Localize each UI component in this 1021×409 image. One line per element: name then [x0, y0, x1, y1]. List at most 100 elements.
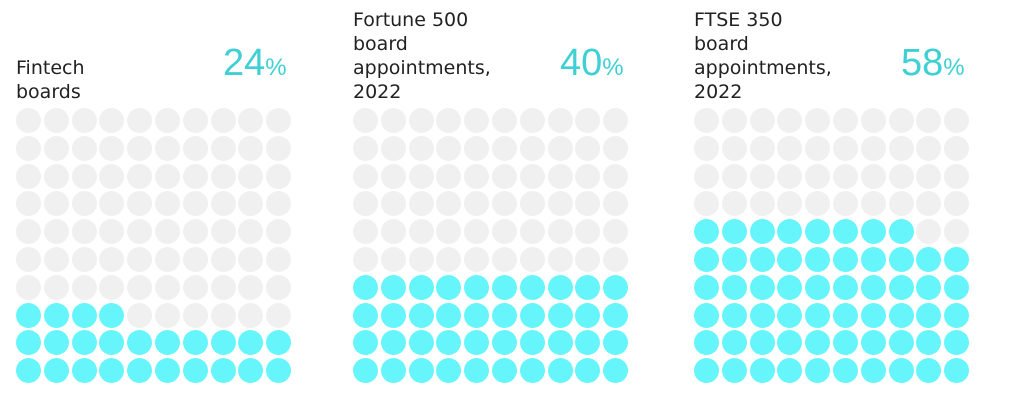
filled-dot [182, 358, 208, 384]
filled-dot [380, 330, 406, 356]
empty-dot [210, 108, 236, 133]
filled-dot [860, 330, 886, 356]
empty-dot [127, 247, 153, 272]
empty-dot [944, 163, 970, 189]
empty-dot [777, 108, 803, 133]
empty-dot [353, 108, 378, 133]
empty-dot [694, 191, 719, 217]
empty-dot [16, 135, 41, 161]
filled-dot [353, 302, 378, 328]
filled-dot [408, 330, 434, 356]
empty-dot [43, 191, 69, 217]
empty-dot [721, 191, 747, 217]
empty-dot [353, 135, 378, 161]
empty-dot [492, 219, 517, 245]
percentage-value: 58% [901, 41, 965, 90]
filled-dot [210, 358, 236, 384]
empty-dot [380, 163, 406, 189]
empty-dot [519, 247, 545, 272]
filled-dot [380, 302, 406, 328]
percentage-unit: % [602, 54, 624, 81]
empty-dot [155, 274, 180, 300]
filled-dot [408, 274, 434, 300]
empty-dot [944, 135, 970, 161]
filled-dot [777, 358, 803, 384]
empty-dot [860, 191, 886, 217]
empty-dot [492, 108, 517, 133]
empty-dot [71, 163, 97, 189]
empty-dot [238, 108, 264, 133]
empty-dot [155, 219, 180, 245]
empty-dot [99, 247, 125, 272]
filled-dot [575, 302, 601, 328]
filled-dot [721, 274, 747, 300]
empty-dot [380, 135, 406, 161]
filled-dot [603, 330, 629, 356]
empty-dot [408, 135, 434, 161]
empty-dot [805, 163, 831, 189]
filled-dot [860, 274, 886, 300]
filled-dot [238, 358, 264, 384]
filled-dot [436, 358, 462, 384]
filled-dot [888, 247, 914, 272]
empty-dot [916, 135, 942, 161]
empty-dot [238, 163, 264, 189]
filled-dot [777, 302, 803, 328]
empty-dot [547, 219, 573, 245]
empty-dot [99, 108, 125, 133]
filled-dot [916, 330, 942, 356]
empty-dot [71, 108, 97, 133]
filled-dot [266, 330, 292, 356]
empty-dot [749, 191, 775, 217]
filled-dot [749, 219, 775, 245]
empty-dot [380, 247, 406, 272]
empty-dot [464, 191, 490, 217]
empty-dot [210, 135, 236, 161]
empty-dot [71, 219, 97, 245]
filled-dot [436, 274, 462, 300]
empty-dot [575, 108, 601, 133]
empty-dot [99, 219, 125, 245]
filled-dot [916, 302, 942, 328]
empty-dot [464, 247, 490, 272]
empty-dot [238, 274, 264, 300]
empty-dot [519, 108, 545, 133]
empty-dot [127, 274, 153, 300]
empty-dot [436, 135, 462, 161]
empty-dot [127, 108, 153, 133]
filled-dot [408, 302, 434, 328]
empty-dot [603, 219, 629, 245]
filled-dot [492, 330, 517, 356]
empty-dot [603, 108, 629, 133]
empty-dot [127, 135, 153, 161]
filled-dot [436, 330, 462, 356]
filled-dot [464, 302, 490, 328]
empty-dot [408, 247, 434, 272]
empty-dot [266, 108, 292, 133]
percentage-unit: % [943, 54, 965, 81]
empty-dot [575, 191, 601, 217]
empty-dot [43, 135, 69, 161]
empty-dot [547, 163, 573, 189]
empty-dot [888, 191, 914, 217]
empty-dot [155, 135, 180, 161]
filled-dot [464, 330, 490, 356]
filled-dot [916, 247, 942, 272]
empty-dot [127, 302, 153, 328]
empty-dot [603, 135, 629, 161]
empty-dot [127, 219, 153, 245]
filled-dot [721, 302, 747, 328]
filled-dot [860, 302, 886, 328]
filled-dot [519, 358, 545, 384]
empty-dot [888, 108, 914, 133]
empty-dot [353, 191, 378, 217]
empty-dot [519, 219, 545, 245]
filled-dot [16, 330, 41, 356]
empty-dot [99, 135, 125, 161]
empty-dot [16, 163, 41, 189]
empty-dot [860, 108, 886, 133]
filled-dot [944, 302, 970, 328]
filled-dot [777, 247, 803, 272]
chart-title: Fintech boards [16, 57, 85, 103]
empty-dot [519, 163, 545, 189]
